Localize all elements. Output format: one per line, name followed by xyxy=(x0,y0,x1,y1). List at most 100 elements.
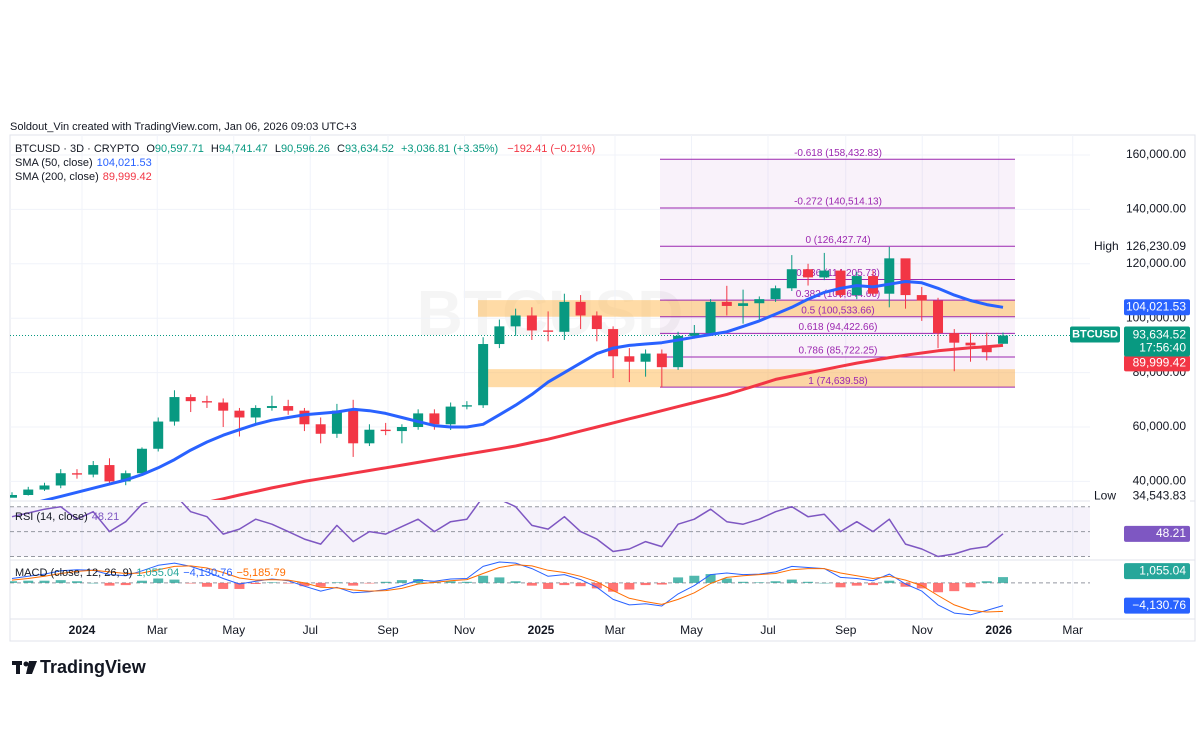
logo-mark xyxy=(23,661,29,667)
candle-body xyxy=(526,315,537,331)
logo-mark xyxy=(16,661,20,674)
sma200-tag-bg xyxy=(1124,355,1190,372)
logo-mark xyxy=(26,661,37,674)
macd-histogram-bar xyxy=(526,582,537,586)
macd-histogram-bar xyxy=(396,580,407,583)
macd-histogram-bar xyxy=(55,580,66,583)
candle-body xyxy=(575,301,586,316)
x-tick-label: Nov xyxy=(454,623,475,637)
macd-histogram-bar xyxy=(933,582,944,593)
macd-histogram-bar xyxy=(559,582,570,586)
y-tick-label: 40,000.00 xyxy=(1133,474,1187,488)
high-marker-label: High xyxy=(1094,239,1119,253)
macd-legend: MACD (close, 12, 26, 9) 1,055.04 −4,130.76… xyxy=(15,567,286,579)
candle-body xyxy=(559,301,570,332)
macd-histogram-bar xyxy=(23,580,34,583)
macd-histogram-bar xyxy=(299,582,310,587)
macd-name: MACD (close, 12, 26, 9) xyxy=(15,567,132,579)
logo: TradingView xyxy=(12,657,147,677)
macd-histogram-bar xyxy=(250,582,261,584)
macd-histogram-bar xyxy=(770,581,781,583)
ohlc-key: O xyxy=(146,143,155,155)
sma200-tag: 89,999.42 xyxy=(1133,356,1187,370)
hist-value: 1,055.04 xyxy=(136,567,179,579)
candle-body xyxy=(429,413,440,425)
symbol-legend: BTCUSD · 3D · CRYPTO O90,597.71 H94,741.… xyxy=(15,143,595,155)
x-tick-label: Mar xyxy=(1062,623,1083,637)
candle-body xyxy=(250,407,261,418)
macd-histogram-bar xyxy=(543,582,554,589)
macd-histogram-bar xyxy=(608,582,619,592)
macd-histogram-bar xyxy=(201,582,212,587)
x-tick-label: Nov xyxy=(912,623,933,637)
candle-body xyxy=(656,353,667,368)
candle-body xyxy=(10,494,17,498)
candle-body xyxy=(721,301,732,306)
candle-body xyxy=(55,473,66,486)
candle-body xyxy=(396,426,407,432)
macd-histogram-bar xyxy=(185,582,196,584)
candle-body xyxy=(998,335,1008,344)
logo-text: TradingView xyxy=(40,657,147,677)
low-marker-value: 34,543.83 xyxy=(1133,488,1187,502)
candle-body xyxy=(88,465,99,475)
y-tick-label: 60,000.00 xyxy=(1133,419,1187,433)
candle-body xyxy=(608,329,619,357)
candle-body xyxy=(315,424,326,434)
x-tick-label: Jul xyxy=(760,623,775,637)
candle-body xyxy=(543,330,554,332)
rsi-tag: 48.21 xyxy=(1156,526,1186,540)
macd-pane xyxy=(10,561,1090,616)
candle-body xyxy=(949,333,960,343)
x-tick-label: 2025 xyxy=(528,623,555,637)
macd-histogram-bar xyxy=(10,581,17,583)
fib-band xyxy=(478,369,1015,388)
candle-body xyxy=(120,473,131,482)
ohlc-value: 93,634.52 xyxy=(345,143,394,155)
candle-body xyxy=(283,406,294,411)
candle-body xyxy=(364,429,375,444)
macd-histogram-bar xyxy=(120,582,131,586)
macd-histogram-bar xyxy=(39,580,50,583)
candle-body xyxy=(981,345,992,353)
rsi-value: 48.21 xyxy=(92,511,120,523)
macd-histogram-bar xyxy=(754,582,765,583)
macd-histogram-bar xyxy=(721,578,732,583)
fib-label: 1 (74,639.58) xyxy=(808,376,868,387)
chart-frame xyxy=(9,134,1196,642)
macd-histogram-bar xyxy=(624,582,635,590)
macd-histogram-bar xyxy=(819,582,830,584)
macd-histogram-bar xyxy=(705,574,716,583)
fib-label: 0.5 (100,533.66) xyxy=(801,305,874,316)
rsi-line xyxy=(11,502,1004,558)
macd-histogram-bar xyxy=(234,582,245,589)
macd-histogram-bar xyxy=(315,582,326,587)
x-tick-label: Mar xyxy=(147,623,168,637)
macd-histogram-bar xyxy=(169,579,180,583)
macd-histogram-bar xyxy=(104,582,115,586)
candle-body xyxy=(104,465,115,482)
macd-histogram-bar xyxy=(364,582,375,584)
sma-name: SMA (50, close) xyxy=(15,157,93,169)
sma50-tag-bg xyxy=(1124,299,1190,316)
attribution: Soldout_Vin created with TradingView.com… xyxy=(10,121,357,133)
price-pane xyxy=(10,246,1090,500)
macd-histogram-bar xyxy=(591,582,602,589)
y-tick-label: 120,000.00 xyxy=(1126,256,1186,270)
macd-histogram-bar xyxy=(478,575,489,583)
macd-histogram-bar xyxy=(88,582,99,584)
hist-tag-bg xyxy=(1124,563,1190,580)
macd-histogram-bar xyxy=(575,582,586,587)
candle-body xyxy=(380,429,391,432)
candle-body xyxy=(218,402,229,411)
candle-body xyxy=(624,356,635,362)
macd-histogram-bar xyxy=(413,579,424,583)
candle-body xyxy=(153,421,164,449)
price-tag-bg xyxy=(1124,326,1190,357)
symbol: BTCUSD · 3D · CRYPTO xyxy=(15,143,140,155)
candle-body xyxy=(689,333,700,336)
macd-histogram-bar xyxy=(640,582,651,586)
rsi-pane xyxy=(10,502,1090,558)
macd-histogram-bar xyxy=(998,577,1008,583)
rsi-name: RSI (14, close) xyxy=(15,511,88,523)
